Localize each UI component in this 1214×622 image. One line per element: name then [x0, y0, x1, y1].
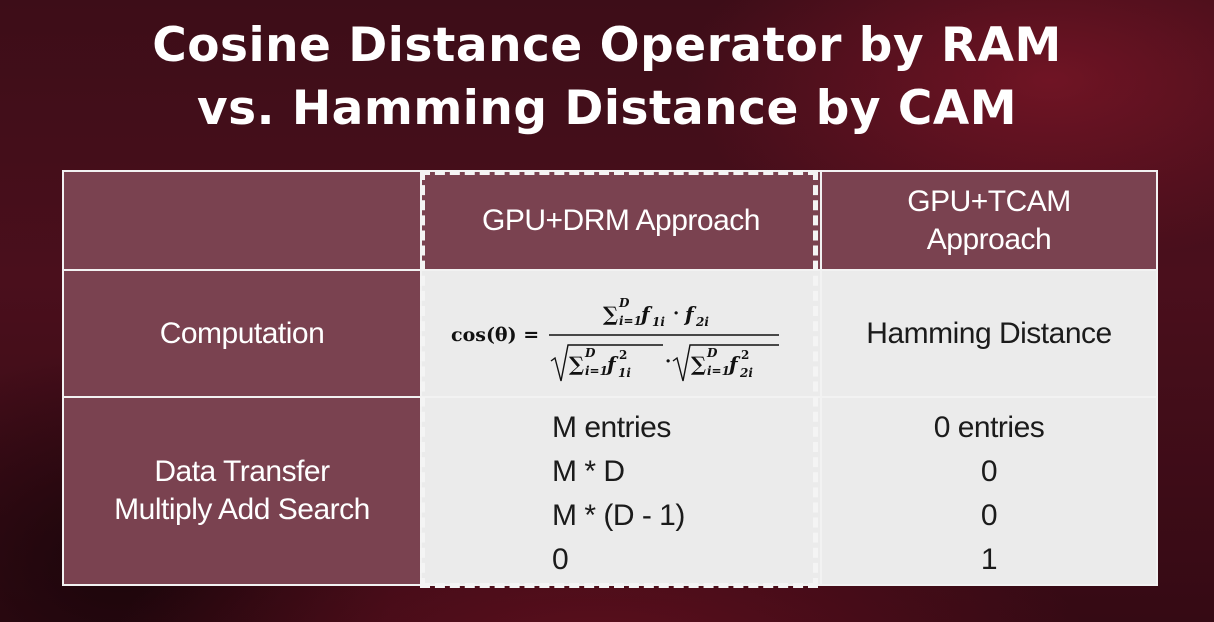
sqrt-left: [550, 343, 663, 381]
svg-text:∑: ∑: [691, 352, 706, 376]
svg-text:2: 2: [619, 348, 627, 362]
cosine-formula: cos(θ) = ∑ D i=1 f 1i · f 2i ∑ D i=1 f 2…: [451, 296, 779, 381]
row-head-computation: Computation: [64, 269, 420, 396]
row-head-data-transfer: Data Transfer Multiply Add Search: [64, 396, 420, 584]
header-tcam-label-line-1: GPU+TCAM: [907, 184, 1071, 218]
hamming-distance-text: Hamming Distance: [866, 316, 1112, 350]
svg-text:i=1: i=1: [585, 364, 608, 378]
svg-text:f: f: [727, 352, 741, 376]
header-drm-label: GPU+DRM Approach: [482, 203, 760, 237]
formula-lhs: cos(θ) =: [451, 324, 539, 346]
drm-values-list: M entries M * D M * (D - 1) 0: [552, 406, 685, 582]
header-tcam-label-line-2: Approach: [926, 222, 1052, 256]
svg-text:i=1: i=1: [619, 314, 642, 328]
svg-text:f: f: [639, 302, 653, 326]
cell-drm-values: M entries M * D M * (D - 1) 0: [420, 396, 820, 584]
tcam-values-list: 0 entries 0 0 1: [822, 406, 1156, 582]
row-head-label-line-1: Data Transfer: [154, 455, 330, 488]
svg-text:2i: 2i: [739, 366, 753, 380]
list-item: 0: [980, 455, 998, 488]
sqrt-right: [672, 343, 779, 381]
svg-text:D: D: [618, 296, 630, 310]
list-item: M * (D - 1): [552, 499, 685, 532]
svg-text:i=1: i=1: [707, 364, 730, 378]
slide-title: Cosine Distance Operator by RAM vs. Hamm…: [0, 14, 1214, 140]
formula-num-sum: ∑: [603, 302, 618, 326]
svg-text:D: D: [706, 346, 718, 360]
list-item: 0: [552, 543, 569, 576]
row-head-label-line-2: Multiply Add Search: [114, 493, 370, 526]
list-item: 0 entries: [933, 411, 1045, 444]
svg-text:∑: ∑: [569, 352, 584, 376]
svg-text:f: f: [683, 302, 697, 326]
svg-text:D: D: [584, 346, 596, 360]
cell-tcam-values: 0 entries 0 0 1: [820, 396, 1156, 584]
svg-text:·: ·: [665, 351, 671, 372]
svg-text:2: 2: [741, 348, 749, 362]
svg-text:f: f: [605, 352, 619, 376]
svg-text:1i: 1i: [618, 366, 631, 380]
row-head-computation-label: Computation: [159, 316, 325, 350]
table-header-tcam: GPU+TCAM Approach: [820, 172, 1156, 269]
table-header-blank: [64, 172, 420, 269]
cell-drm-formula: cos(θ) = ∑ D i=1 f 1i · f 2i ∑ D i=1 f 2…: [420, 269, 820, 396]
list-item: M entries: [552, 411, 671, 444]
list-item: 1: [980, 543, 998, 576]
comparison-table: GPU+DRM Approach GPU+TCAM Approach Compu…: [62, 170, 1158, 586]
list-item: 0: [980, 499, 998, 532]
title-line-2: vs. Hamming Distance by CAM: [196, 81, 1018, 136]
svg-text:2i: 2i: [695, 315, 709, 329]
title-line-1: Cosine Distance Operator by RAM: [152, 18, 1062, 73]
table-header-drm: GPU+DRM Approach: [420, 172, 820, 269]
cell-tcam-computation: Hamming Distance: [820, 269, 1156, 396]
svg-text:·: ·: [673, 303, 679, 324]
svg-text:1i: 1i: [652, 315, 665, 329]
list-item: M * D: [552, 455, 625, 488]
